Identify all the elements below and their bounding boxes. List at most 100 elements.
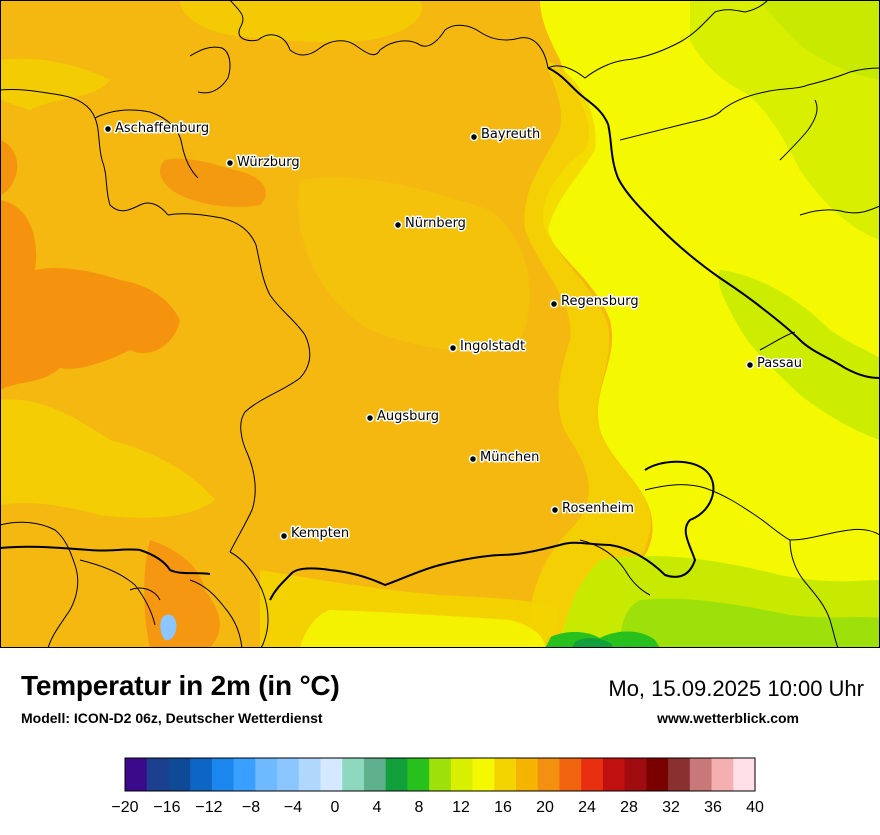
city-label-kempten-text: Kempten <box>291 526 349 541</box>
city-dot-nurnberg[interactable] <box>393 220 403 230</box>
city-label-rosenheim-text: Rosenheim <box>562 501 634 516</box>
legend-swatch <box>711 758 734 791</box>
mild-area-west <box>0 58 110 110</box>
legend-tick-label: 36 <box>704 799 722 816</box>
city-dot-passau[interactable] <box>745 360 755 370</box>
mild-area-center <box>298 177 530 351</box>
legend-swatch <box>298 758 322 791</box>
cold-area-alps-deep <box>572 638 612 648</box>
legend-swatch <box>559 758 582 791</box>
city-dot-aschaffenburg[interactable] <box>103 124 113 134</box>
legend-swatch <box>190 758 213 791</box>
city-dot-regensburg[interactable] <box>549 299 559 309</box>
legend-swatch <box>472 758 495 791</box>
legend-swatch <box>125 758 148 791</box>
legend-swatch <box>668 758 691 791</box>
city-label-munchen: München <box>480 450 539 465</box>
legend-swatch <box>146 758 170 791</box>
country-border-south <box>269 460 715 601</box>
mild-area-north <box>180 0 422 43</box>
city-label-munchen-text: München <box>480 450 539 465</box>
city-label-regensburg-text: Regensburg <box>561 294 639 309</box>
legend-tick-label: 24 <box>578 799 596 816</box>
city-dot-munchen[interactable] <box>468 454 478 464</box>
legend-frame <box>124 757 756 792</box>
legend-swatch <box>320 758 343 791</box>
legend-swatch <box>494 758 517 791</box>
legend-swatch <box>450 758 474 791</box>
city-label-aschaffenburg: Aschaffenburg <box>115 121 209 136</box>
warm-area-west <box>0 200 180 390</box>
cool-area-passau <box>718 270 880 440</box>
legend-swatch <box>516 758 539 791</box>
cool-area-south <box>300 610 545 648</box>
city-label-kempten: Kempten <box>291 526 349 541</box>
map-title: Temperatur in 2m (in °C) <box>21 670 340 701</box>
city-markers <box>103 124 755 541</box>
legend-swatch <box>233 758 256 791</box>
legend-tick-label: −4 <box>284 799 302 816</box>
legend-swatch <box>646 758 669 791</box>
city-label-wurzburg-text: Würzburg <box>237 155 300 170</box>
legend-swatches <box>125 758 756 791</box>
legend-swatch <box>277 758 300 791</box>
legend-swatch <box>363 758 387 791</box>
website-link[interactable]: www.wetterblick.com <box>657 710 799 726</box>
city-dot-wurzburg[interactable] <box>225 158 235 168</box>
city-label-augsburg: Augsburg <box>377 409 439 424</box>
city-label-nurnberg-text: Nürnberg <box>405 216 466 231</box>
legend-tick-label: 32 <box>662 799 680 816</box>
cool-area-east-green <box>760 0 880 80</box>
legend-swatch <box>689 758 713 791</box>
legend-swatch <box>537 758 561 791</box>
country-border-southwest <box>0 545 211 575</box>
legend-tick-label: −20 <box>111 799 138 816</box>
legend-tick-label: 0 <box>331 799 340 816</box>
warm-area-west-2 <box>0 140 18 195</box>
forecast-datetime: Mo, 15.09.2025 10:00 Uhr <box>608 676 864 701</box>
city-dot-augsburg[interactable] <box>365 413 375 423</box>
city-label-bayreuth: Bayreuth <box>481 127 540 142</box>
legend-tick-label: −8 <box>242 799 260 816</box>
cold-area-alps-peaks <box>545 631 660 648</box>
legend-swatch <box>624 758 647 791</box>
warm-area-wurzburg <box>160 158 266 207</box>
model-source: Modell: ICON-D2 06z, Deutscher Wetterdie… <box>21 710 323 726</box>
city-dot-rosenheim[interactable] <box>550 505 560 515</box>
legend-tick-label: 12 <box>452 799 470 816</box>
legend-swatch <box>255 758 278 791</box>
legend-tick-label: 8 <box>415 799 424 816</box>
city-label-passau: Passau <box>757 356 802 371</box>
legend-tick-label: 28 <box>620 799 638 816</box>
city-dot-bayreuth[interactable] <box>469 132 479 142</box>
legend-swatch <box>429 758 452 791</box>
state-borders <box>0 0 880 648</box>
mild-area-southwest <box>0 399 215 518</box>
legend-swatch <box>602 758 626 791</box>
legend-tick-label: 20 <box>536 799 554 816</box>
legend-swatch <box>342 758 365 791</box>
city-label-wurzburg: Würzburg <box>237 155 300 170</box>
city-dot-kempten[interactable] <box>279 531 289 541</box>
city-label-bayreuth-text: Bayreuth <box>481 127 540 142</box>
legend-swatch <box>733 758 756 791</box>
lake-constance <box>160 614 177 641</box>
city-label-passau-text: Passau <box>757 356 802 371</box>
country-border <box>547 67 880 379</box>
legend-tick-labels: −20 −16 −12 −8 −4 0 4 8 12 16 20 24 28 32 36 40 <box>111 799 764 816</box>
legend-tick-label: −16 <box>153 799 180 816</box>
city-label-rosenheim: Rosenheim <box>562 501 634 516</box>
city-dot-ingolstadt[interactable] <box>448 343 458 353</box>
legend-swatch <box>385 758 409 791</box>
legend-swatch <box>211 758 235 791</box>
legend-swatch <box>581 758 604 791</box>
temperature-map[interactable]: Aschaffenburg Aschaffenburg Würzburg Wür… <box>0 0 880 648</box>
city-label-ingolstadt-text: Ingolstadt <box>460 339 525 354</box>
legend-tick-label: 40 <box>746 799 764 816</box>
city-label-ingolstadt: Ingolstadt <box>460 339 525 354</box>
city-labels: Aschaffenburg Aschaffenburg Würzburg Wür… <box>114 120 804 543</box>
legend-swatch <box>168 758 191 791</box>
cold-area-alps <box>620 598 880 648</box>
legend-swatch <box>407 758 430 791</box>
transition-east <box>524 60 651 648</box>
